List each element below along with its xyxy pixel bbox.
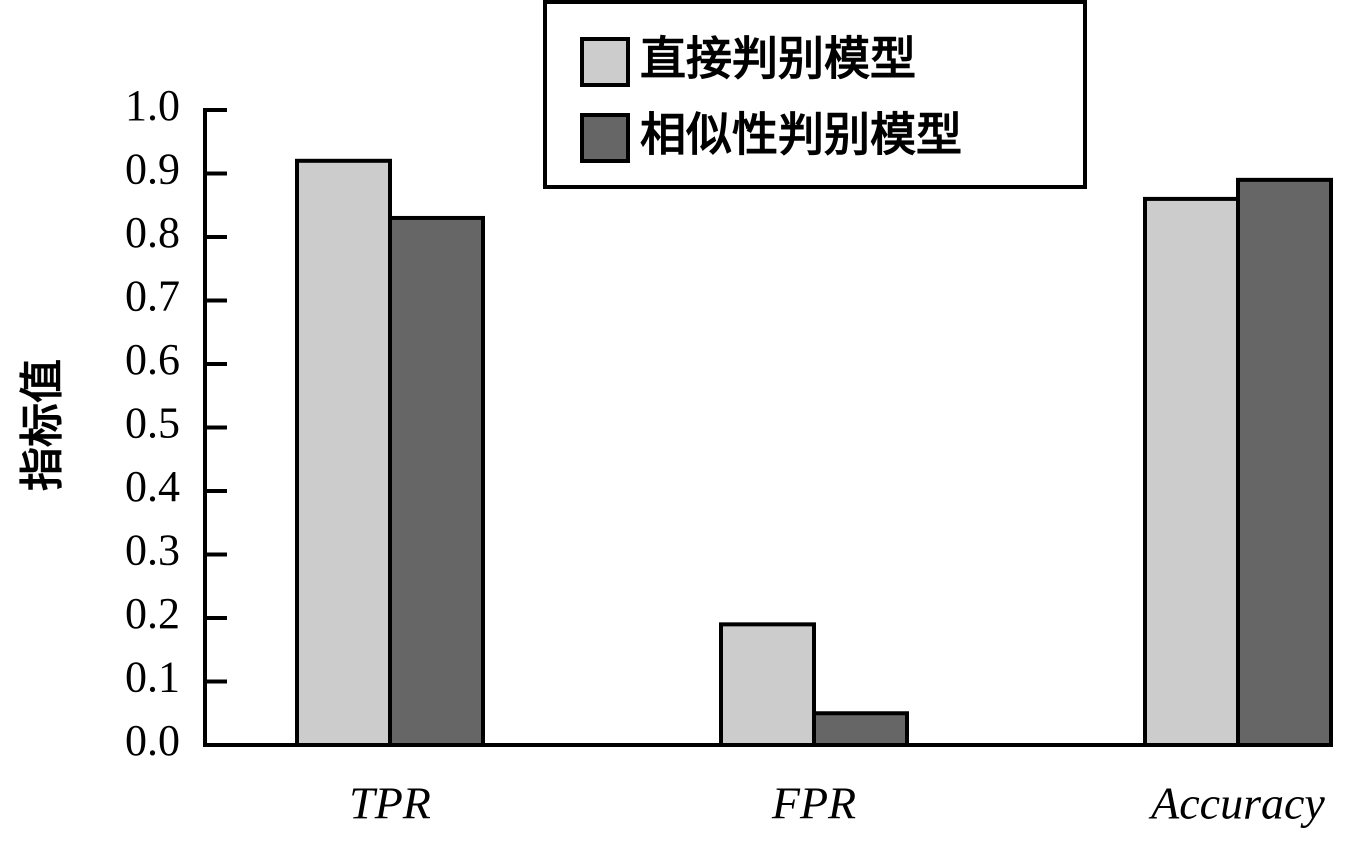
y-tick-label: 1.0 [125,81,180,130]
bar [719,622,816,747]
y-tick-label: 0.9 [125,145,180,194]
y-axis-label: 指标值 [17,359,68,491]
y-tick-label: 0.6 [125,335,180,384]
x-tick-label: FPR [771,778,856,829]
legend-swatch [580,37,630,87]
x-tick-label: TPR [349,778,431,829]
legend-swatch [580,113,630,163]
y-tick-label: 0.7 [125,272,180,321]
y-tick-label: 0.8 [125,208,180,257]
y-tick-label: 0.4 [125,462,180,511]
y-tick-label: 0.3 [125,526,180,575]
legend-box [543,0,1087,189]
legend-label: 相似性判别模型 [640,108,962,162]
y-tick-label: 0.5 [125,399,180,448]
x-tick-label: Accuracy [1148,778,1325,829]
legend-label: 直接判别模型 [640,32,916,86]
y-tick-label: 0.1 [125,653,180,702]
bar [1236,177,1333,748]
y-tick-label: 0.0 [125,716,180,765]
bar [812,711,909,747]
bar [388,215,485,747]
y-tick-label: 0.2 [125,589,180,638]
bar [295,158,392,748]
bar [1143,196,1240,747]
